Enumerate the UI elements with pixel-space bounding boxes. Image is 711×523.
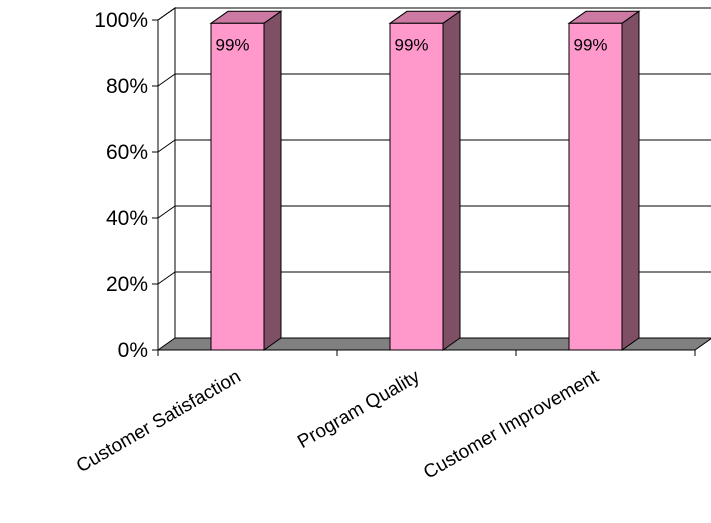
y-tick-label: 40%	[106, 207, 148, 230]
bar-side-face	[442, 10, 461, 351]
data-label: 99%	[215, 35, 249, 54]
y-tick-label: 0%	[118, 339, 148, 362]
y-tick-label: 100%	[94, 9, 148, 32]
bar-side-face	[263, 10, 282, 351]
bar-front-face	[210, 22, 265, 351]
y-tick-label: 80%	[106, 75, 148, 98]
x-category-label: Program Quality	[294, 366, 424, 453]
x-category-label: Customer Satisfaction	[73, 366, 244, 477]
side-gridline	[157, 73, 176, 87]
bar	[388, 10, 462, 351]
bar	[567, 10, 641, 351]
data-labels: 99% 99% 99%	[215, 35, 607, 54]
side-gridline	[157, 271, 176, 285]
y-tick-label: 20%	[106, 273, 148, 296]
side-gridline	[157, 139, 176, 153]
data-label: 99%	[394, 35, 428, 54]
bar-front-face	[568, 22, 623, 351]
side-gridline	[157, 7, 176, 21]
x-category-label: Customer Improvement	[420, 366, 603, 484]
y-tick-label: 60%	[106, 141, 148, 164]
bars	[209, 10, 641, 351]
bar-front-face	[389, 22, 444, 351]
category-labels: Customer Satisfaction Program QualityCust…	[73, 366, 603, 484]
bar-side-face	[621, 10, 640, 351]
side-gridline	[157, 205, 176, 219]
chart-walls	[157, 7, 176, 338]
data-label: 99%	[573, 35, 607, 54]
y-axis-ticks: 0% 20% 40% 60% 80% 100%	[94, 9, 158, 362]
bar	[209, 10, 283, 351]
x-axis-ticks	[157, 350, 696, 356]
side-wall-outline	[157, 7, 176, 338]
